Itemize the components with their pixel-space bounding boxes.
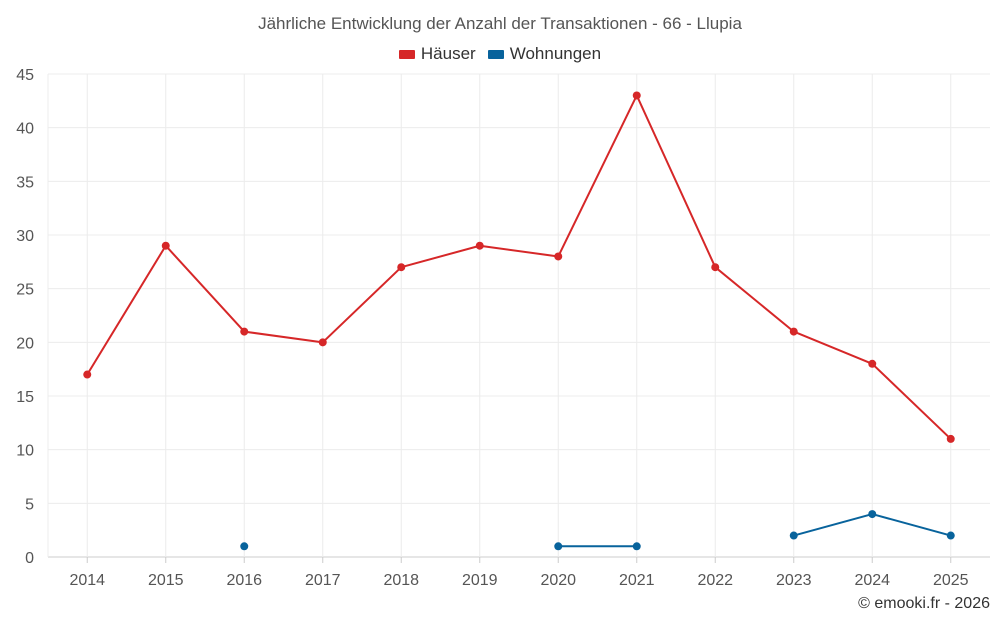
x-tick-label: 2018	[383, 572, 419, 589]
data-point-houses	[632, 91, 641, 100]
y-tick-label: 0	[25, 550, 34, 567]
data-point-houses	[554, 252, 563, 261]
data-point-apartments	[789, 531, 798, 540]
legend-label-houses: Häuser	[420, 44, 476, 63]
y-tick-label: 45	[16, 67, 34, 84]
legend-item-apartments[interactable]: Wohnungen	[487, 44, 602, 64]
credit-text: © emooki.fr - 2026	[858, 595, 990, 612]
legend-item-houses[interactable]: Häuser	[398, 44, 476, 64]
data-point-apartments	[632, 542, 641, 551]
legend-label-apartments: Wohnungen	[509, 44, 602, 63]
x-tick-label: 2019	[462, 572, 498, 589]
y-tick-label: 35	[16, 174, 34, 191]
x-tick-label: 2020	[540, 572, 576, 589]
y-tick-label: 20	[16, 335, 34, 352]
y-tick-label: 5	[25, 496, 34, 513]
x-tick-label: 2016	[226, 572, 262, 589]
data-point-apartments	[868, 510, 877, 519]
data-point-houses	[83, 370, 92, 379]
data-point-houses	[789, 327, 798, 336]
x-tick-label: 2014	[69, 572, 105, 589]
data-point-apartments	[240, 542, 249, 551]
legend-swatch-apartments	[487, 49, 504, 59]
legend-swatch-houses	[398, 49, 415, 59]
series-line-houses	[86, 94, 952, 440]
y-tick-label: 30	[16, 228, 34, 245]
y-tick-label: 10	[16, 443, 34, 460]
y-tick-label: 25	[16, 282, 34, 299]
x-tick-label: 2025	[933, 572, 969, 589]
data-point-houses	[161, 241, 170, 250]
data-point-houses	[946, 434, 955, 443]
data-point-houses	[318, 338, 327, 347]
legend: Häuser Wohnungen	[0, 44, 1000, 64]
data-point-houses	[397, 263, 406, 272]
y-tick-label: 15	[16, 389, 34, 406]
x-tick-label: 2023	[776, 572, 812, 589]
x-tick-label: 2015	[148, 572, 184, 589]
x-tick-label: 2024	[854, 572, 890, 589]
x-tick-label: 2021	[619, 572, 655, 589]
data-point-apartments	[946, 531, 955, 540]
x-tick-label: 2022	[697, 572, 733, 589]
data-point-houses	[711, 263, 720, 272]
data-point-houses	[868, 359, 877, 368]
data-point-houses	[240, 327, 249, 336]
data-point-houses	[475, 241, 484, 250]
y-tick-label: 40	[16, 121, 34, 138]
chart-title: Jährliche Entwicklung der Anzahl der Tra…	[258, 14, 742, 33]
data-point-apartments	[554, 542, 563, 551]
x-tick-label: 2017	[305, 572, 341, 589]
